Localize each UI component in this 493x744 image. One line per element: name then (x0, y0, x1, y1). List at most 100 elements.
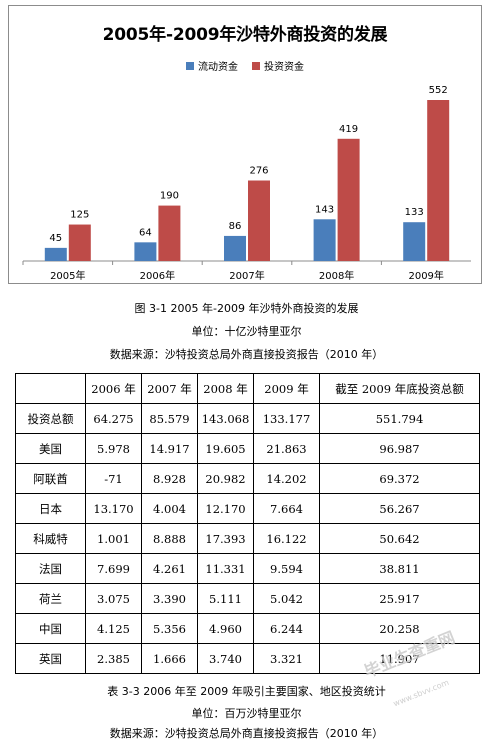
table-cell: 12.170 (197, 493, 254, 524)
table-cell: 17.393 (197, 523, 254, 554)
table-header-cell: 2006 年 (85, 373, 142, 404)
table-cell: 8.928 (141, 463, 198, 494)
legend-swatch-investment (252, 61, 260, 70)
table-cell: 6.244 (253, 613, 320, 644)
table-cell: 69.372 (319, 463, 480, 494)
bar-chart: 45 125 2005年 64 190 2006年 86 276 2007年 143 419 2008… (22, 85, 471, 282)
figure-source: 数据来源：沙特投资总局外商直接投资报告（2010 年） (109, 348, 384, 361)
table-header-cell: 2007 年 (141, 373, 198, 404)
table-cell: 3.740 (197, 643, 254, 674)
table-cell: 4.960 (197, 613, 254, 644)
data-label: 552 (429, 85, 448, 96)
table-caption: 表 3-3 2006 年至 2009 年吸引主要国家、地区投资统计 (107, 685, 386, 698)
table-cell: 38.811 (319, 553, 480, 584)
bar-investment (337, 138, 360, 261)
x-tick-label: 2005年 (50, 269, 85, 282)
table-cell: 4.261 (141, 553, 198, 584)
table-cell: 3.075 (85, 583, 142, 614)
data-label: 276 (249, 166, 268, 177)
bar-liquidity (44, 247, 67, 261)
table-unit: 单位：百万沙特里亚尔 (191, 707, 302, 720)
bar-investment (427, 100, 450, 261)
data-label: 133 (405, 207, 424, 218)
table-cell: 5.042 (253, 583, 320, 614)
table-cell: 20.982 (197, 463, 254, 494)
table-cell: 5.111 (197, 583, 254, 614)
data-label: 419 (339, 124, 358, 135)
table-row: 美国 5.978 14.917 19.605 21.863 96.987 (15, 433, 480, 464)
data-label: 190 (160, 191, 179, 202)
table-cell: 25.917 (319, 583, 480, 614)
legend-label-investment: 投资资金 (264, 62, 304, 73)
table-cell: 20.258 (319, 613, 480, 644)
table-row: 中国 4.125 5.356 4.960 6.244 20.258 (15, 613, 480, 644)
figure-unit: 单位：十亿沙特里亚尔 (191, 325, 302, 338)
table-cell: 50.642 (319, 523, 480, 554)
row-label-cell: 日本 (15, 493, 86, 524)
table-cell: 85.579 (141, 403, 198, 434)
bar-liquidity (134, 242, 157, 261)
table-cell: -71 (85, 463, 142, 494)
table-cell: 9.594 (253, 553, 320, 584)
table-cell: 1.666 (141, 643, 198, 674)
table-cell: 1.001 (85, 523, 142, 554)
table-row: 荷兰 3.075 3.390 5.111 5.042 25.917 (15, 583, 480, 614)
bar-liquidity (224, 235, 246, 261)
chart-title: 2005年-2009年沙特外商投资的发展 (102, 25, 388, 45)
table-cell: 96.987 (319, 433, 480, 464)
table-cell: 16.122 (253, 523, 320, 554)
table-header-row: 2006 年 2007 年 2008 年 2009 年 截至 2009 年底投资… (15, 373, 480, 404)
table-cell: 19.605 (197, 433, 254, 464)
table-row: 投资总额 64.275 85.579 143.068 133.177 551.794 (15, 403, 480, 434)
table-cell: 2.385 (85, 643, 142, 674)
row-label-cell: 科威特 (15, 523, 86, 554)
legend-swatch-liquidity (186, 61, 194, 70)
x-tick-label: 2006年 (140, 269, 175, 282)
row-label-cell: 荷兰 (15, 583, 86, 614)
table-cell: 13.170 (85, 493, 142, 524)
table-header-cell: 2008 年 (197, 373, 254, 404)
data-label: 125 (70, 210, 89, 221)
bar-investment (68, 224, 91, 261)
table-cell: 14.917 (141, 433, 198, 464)
table-cell: 11.907 (319, 643, 480, 674)
row-label-cell: 阿联酋 (15, 463, 86, 494)
table-header-cell (15, 373, 86, 404)
data-label: 86 (229, 221, 242, 232)
table-cell: 5.978 (85, 433, 142, 464)
table-header-cell: 2009 年 (253, 373, 320, 404)
table-header-cell: 截至 2009 年底投资总额 (319, 373, 480, 404)
row-label-cell: 英国 (15, 643, 86, 674)
table-cell: 143.068 (197, 403, 254, 434)
table-cell: 7.699 (85, 553, 142, 584)
row-label-cell: 投资总额 (15, 403, 86, 434)
table-cell: 8.888 (141, 523, 198, 554)
data-label: 143 (315, 204, 334, 215)
table-cell: 3.390 (141, 583, 198, 614)
table-row: 法国 7.699 4.261 11.331 9.594 38.811 (15, 553, 480, 584)
data-label: 45 (49, 233, 62, 244)
table-cell: 56.267 (319, 493, 480, 524)
row-label-cell: 中国 (15, 613, 86, 644)
table-cell: 133.177 (253, 403, 320, 434)
table-row: 英国 2.385 1.666 3.740 3.321 11.907 (15, 643, 480, 674)
table-cell: 14.202 (253, 463, 320, 494)
data-label: 64 (139, 227, 152, 238)
x-tick-label: 2009年 (408, 269, 443, 282)
row-label-cell: 法国 (15, 553, 86, 584)
table-cell: 551.794 (319, 403, 480, 434)
bar-liquidity (403, 222, 426, 261)
bar-investment (248, 180, 270, 261)
table-row: 阿联酋 -71 8.928 20.982 14.202 69.372 (15, 463, 480, 494)
legend-label-liquidity: 流动资金 (198, 62, 238, 73)
chart-frame: 2005年-2009年沙特外商投资的发展 流动资金 投资资金 45 125 2005… (8, 5, 482, 284)
investment-table: 2006 年 2007 年 2008 年 2009 年 截至 2009 年底投资… (15, 373, 480, 674)
table-cell: 64.275 (85, 403, 142, 434)
table-cell: 4.125 (85, 613, 142, 644)
table-cell: 3.321 (253, 643, 320, 674)
legend-item-investment: 投资资金 (252, 58, 304, 73)
table-cell: 21.863 (253, 433, 320, 464)
chart-legend: 流动资金 投资资金 (9, 58, 481, 73)
x-tick-label: 2007年 (229, 269, 264, 282)
legend-item-liquidity: 流动资金 (186, 58, 238, 73)
